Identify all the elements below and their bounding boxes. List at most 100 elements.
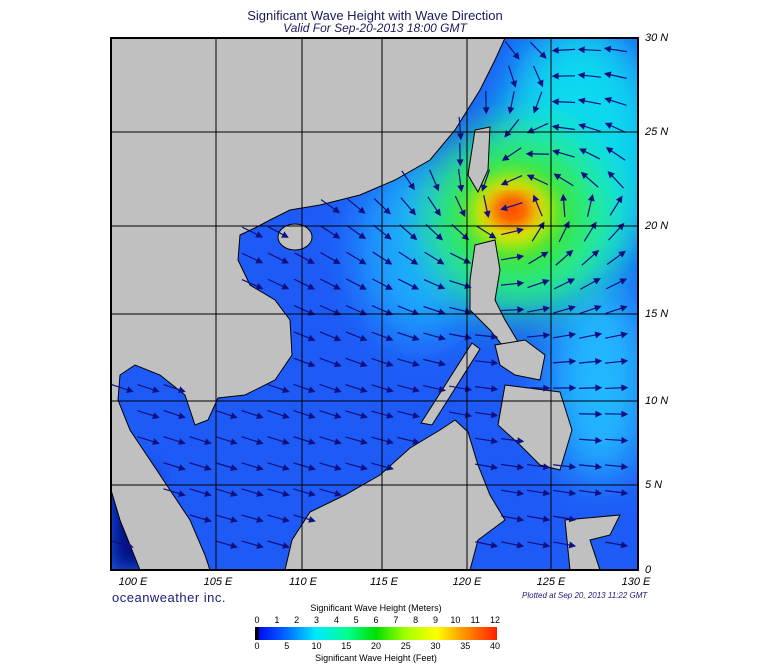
- land-taiwan: [467, 126, 491, 194]
- arrow-head-icon: [282, 490, 290, 497]
- arrow-head-icon: [178, 386, 186, 394]
- arrow-head-icon: [360, 412, 368, 419]
- lat-label: 20 N: [645, 220, 669, 232]
- arrow-head-icon: [359, 334, 368, 342]
- arrow-head-icon: [307, 360, 316, 368]
- arrow-head-icon: [607, 170, 615, 179]
- arrow-head-icon: [282, 516, 290, 523]
- lat-label: 10 N: [645, 395, 669, 407]
- arrow-head-icon: [568, 489, 577, 497]
- feet-tick: 25: [400, 641, 411, 651]
- arrow-head-icon: [438, 334, 446, 341]
- arrow-head-icon: [386, 360, 394, 367]
- arrow-head-icon: [456, 159, 464, 167]
- feet-tick: 20: [370, 641, 382, 651]
- arrow-head-icon: [230, 542, 238, 549]
- arrow-head-icon: [256, 542, 264, 549]
- arrow-head-icon: [255, 282, 264, 290]
- arrow-head-icon: [434, 208, 441, 217]
- arrow-head-icon: [334, 464, 342, 471]
- arrow-head-icon: [385, 283, 393, 290]
- arrow-head-icon: [412, 411, 420, 419]
- feet-tick: 5: [284, 641, 290, 651]
- land-hainan: [277, 223, 313, 251]
- lat-label: 0: [645, 564, 652, 576]
- lat-label: 15 N: [645, 308, 669, 320]
- arrow-head-icon: [456, 133, 464, 141]
- arrow-head-icon: [410, 258, 419, 265]
- arrow-head-icon: [384, 232, 392, 240]
- arrow-head-icon: [256, 464, 264, 471]
- arrow-head-icon: [230, 490, 238, 497]
- arrow-head-icon: [551, 98, 559, 106]
- arrow-head-icon: [483, 210, 491, 219]
- arrow-head-icon: [516, 515, 525, 523]
- arrow-head-icon: [578, 123, 586, 130]
- arrow-head-icon: [334, 490, 342, 497]
- arrow-head-icon: [359, 360, 368, 368]
- arrow-head-icon: [500, 204, 508, 211]
- arrow-head-icon: [516, 253, 525, 261]
- arrow-head-icon: [621, 410, 629, 418]
- map-frame: [110, 37, 639, 571]
- land-masses: [111, 38, 621, 570]
- arrow-head-icon: [409, 232, 418, 241]
- arrow-head-icon: [620, 541, 629, 549]
- arrow-head-icon: [281, 231, 289, 238]
- land-borneo: [284, 419, 506, 570]
- arrow-head-icon: [568, 515, 577, 523]
- arrow-head-icon: [204, 464, 212, 471]
- meter-tick: 6: [373, 615, 379, 625]
- arrow-head-icon: [603, 71, 612, 79]
- colorbar: [255, 627, 497, 640]
- arrow-head-icon: [178, 490, 186, 497]
- arrow-head-icon: [577, 71, 586, 79]
- arrow-head-icon: [604, 122, 613, 129]
- arrow-head-icon: [490, 359, 499, 367]
- arrow-head-icon: [308, 438, 316, 445]
- land-palawan: [420, 342, 481, 426]
- arrow-head-icon: [516, 463, 525, 471]
- arrow-head-icon: [255, 257, 264, 264]
- arrow-head-icon: [230, 464, 238, 471]
- lat-label: 25 N: [645, 126, 669, 138]
- arrow-head-icon: [526, 174, 535, 181]
- arrow-head-icon: [438, 385, 447, 393]
- plotted-timestamp: Plotted at Sep 20, 2013 11:22 GMT: [522, 591, 648, 600]
- arrow-head-icon: [437, 282, 446, 290]
- arrow-head-icon: [360, 438, 368, 445]
- arrow-head-icon: [500, 179, 509, 186]
- brand-logo: oceanweather inc.: [112, 590, 227, 605]
- arrow-head-icon: [507, 106, 515, 115]
- arrow-head-icon: [230, 516, 238, 523]
- arrow-head-icon: [432, 183, 440, 192]
- arrow-head-icon: [126, 386, 134, 393]
- arrow-head-icon: [412, 386, 420, 393]
- arrow-head-icon: [334, 438, 342, 445]
- arrow-head-icon: [204, 516, 212, 523]
- arrow-head-icon: [307, 283, 316, 290]
- arrow-head-icon: [204, 438, 212, 445]
- arrow-head-icon: [537, 79, 544, 88]
- arrow-head-icon: [152, 412, 160, 419]
- chart-title: Significant Wave Height with Wave Direct…: [247, 8, 503, 23]
- arrow-head-icon: [256, 490, 264, 497]
- arrow-head-icon: [482, 107, 490, 115]
- arrow-head-icon: [282, 542, 290, 549]
- arrow-head-icon: [408, 207, 417, 216]
- meter-tick: 3: [313, 615, 320, 625]
- arrow-head-icon: [516, 437, 525, 445]
- arrow-head-icon: [568, 331, 577, 339]
- arrow-head-icon: [620, 305, 628, 312]
- arrow-head-icon: [408, 182, 415, 191]
- arrow-head-icon: [307, 257, 315, 264]
- arrow-head-icon: [552, 149, 560, 156]
- arrow-head-icon: [360, 386, 368, 393]
- graticule: [111, 38, 638, 570]
- arrow-head-icon: [532, 105, 540, 114]
- meter-tick: 10: [450, 615, 461, 625]
- arrow-head-icon: [593, 278, 601, 285]
- arrow-head-icon: [542, 305, 551, 313]
- arrow-head-icon: [565, 249, 574, 258]
- meter-tick: 0: [254, 615, 260, 625]
